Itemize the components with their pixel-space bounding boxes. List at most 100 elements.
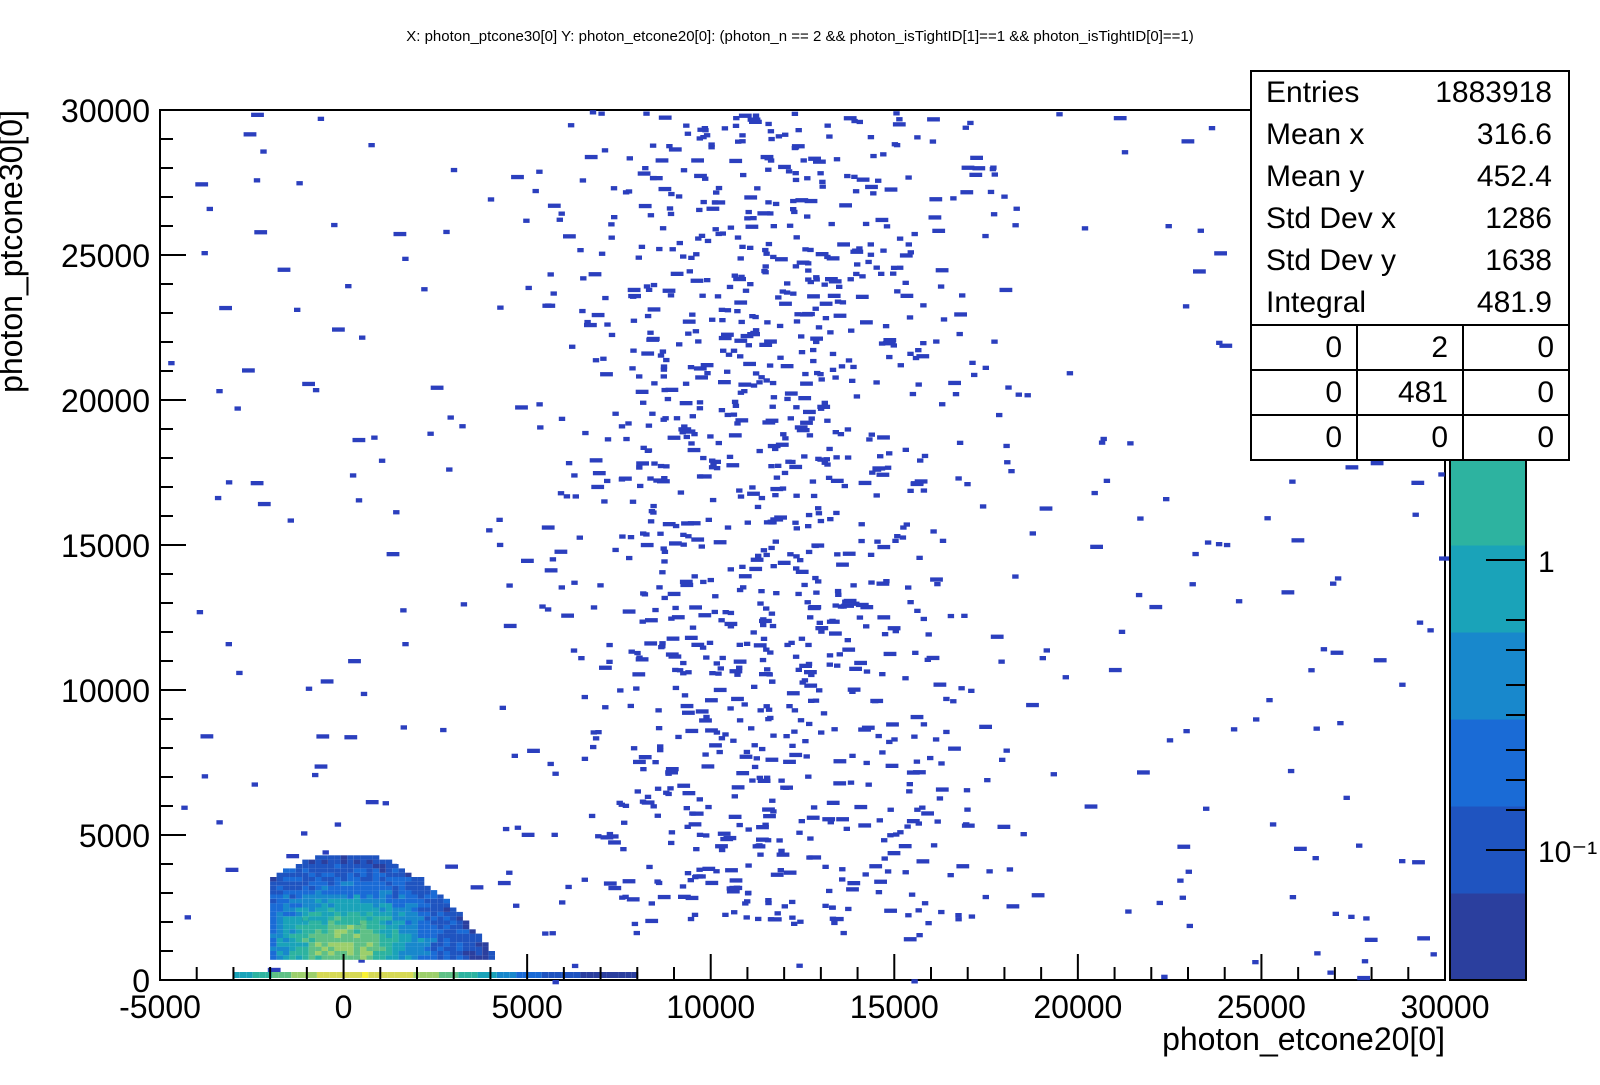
heatmap-cell — [824, 418, 831, 423]
heatmap-cell — [340, 929, 348, 934]
heatmap-cell — [660, 417, 667, 422]
heatmap-cell — [679, 579, 693, 584]
heatmap-cell — [696, 406, 704, 411]
heatmap-cell — [328, 911, 335, 917]
heatmap-cell — [956, 440, 964, 445]
heatmap-cell — [914, 479, 928, 484]
heatmap-cell — [1050, 772, 1057, 777]
heatmap-cell — [647, 307, 661, 312]
heatmap-cell — [437, 916, 444, 921]
heatmap-cell — [914, 807, 921, 812]
heatmap-cell — [667, 293, 675, 298]
heatmap-cell — [770, 517, 784, 522]
heatmap-cell — [684, 824, 691, 829]
heatmap-cell — [813, 277, 820, 282]
heatmap-cell — [641, 351, 655, 356]
heatmap-cell — [850, 364, 857, 370]
heatmap-cell — [801, 454, 808, 459]
heatmap-cell — [366, 942, 373, 947]
x-tick-label: 0 — [335, 989, 353, 1025]
heatmap-cell — [340, 903, 348, 908]
heatmap-cell — [201, 251, 208, 256]
heatmap-cell — [536, 402, 543, 407]
heatmap-cell — [398, 942, 405, 947]
heatmap-cell — [283, 872, 290, 877]
heatmap-cell — [930, 843, 938, 848]
heatmap-cell — [929, 197, 943, 202]
heatmap-cell — [804, 600, 811, 605]
stats-row: Std Dev y 1638 — [1252, 240, 1568, 282]
heatmap-cell — [511, 753, 518, 758]
heatmap-cell — [763, 775, 771, 780]
heatmap-cell — [991, 172, 998, 177]
heatmap-cell — [1412, 860, 1425, 865]
heatmap-cell — [667, 786, 674, 791]
heatmap-cell — [411, 933, 418, 938]
heatmap-cell — [379, 924, 386, 930]
heatmap-cell — [355, 498, 363, 503]
heatmap-cell — [1185, 869, 1192, 874]
heatmap-cell — [751, 684, 758, 689]
heatmap-cell — [321, 877, 328, 882]
heatmap-cell — [727, 225, 735, 230]
heatmap-cell — [743, 915, 750, 920]
heatmap-cell — [424, 890, 431, 895]
heatmap-cell — [276, 929, 283, 934]
heatmap-cell — [315, 951, 322, 956]
heatmap-cell — [659, 349, 667, 354]
heatmap-cell — [289, 894, 296, 899]
heatmap-cell — [411, 946, 418, 951]
heatmap-cell — [633, 686, 640, 691]
plot-area — [159, 109, 1446, 981]
heatmap-cell — [765, 900, 772, 906]
heatmap-cell — [745, 209, 752, 215]
heatmap-cell — [1289, 895, 1297, 900]
heatmap-cell — [815, 325, 823, 330]
heatmap-cell — [640, 445, 647, 450]
heatmap-cell — [392, 955, 399, 960]
heatmap-cell — [588, 813, 596, 819]
heatmap-cell — [398, 946, 405, 951]
heatmap-cell — [392, 903, 399, 908]
heatmap-cell — [731, 273, 738, 278]
heatmap-cell — [681, 424, 688, 429]
heatmap-cell — [289, 868, 296, 873]
heatmap-cell — [789, 743, 796, 748]
heatmap-cell — [551, 832, 558, 837]
heatmap-cell — [456, 946, 463, 951]
heatmap-cell — [712, 227, 719, 232]
heatmap-cell — [360, 898, 367, 904]
heatmap-cell — [532, 188, 539, 194]
heatmap-cell — [515, 405, 528, 410]
heatmap-cell — [815, 579, 822, 584]
heatmap-cell — [305, 686, 313, 691]
heatmap-cell — [398, 911, 405, 917]
heatmap-cell — [308, 946, 316, 951]
heatmap-cell — [561, 613, 574, 618]
heatmap-cell — [763, 814, 776, 819]
heatmap-cell — [635, 657, 649, 662]
heatmap-cell — [808, 855, 822, 860]
heatmap-cell — [340, 911, 348, 917]
heatmap-cell — [437, 946, 444, 951]
heatmap-cell — [878, 271, 885, 276]
heatmap-cell — [353, 859, 361, 864]
heatmap-cell — [506, 870, 513, 875]
heatmap-cell — [387, 972, 394, 978]
heatmap-cell — [943, 729, 950, 735]
heatmap-cell — [342, 972, 350, 978]
heatmap-cell — [796, 428, 810, 433]
heatmap-cell — [715, 671, 722, 676]
heatmap-cell — [612, 547, 619, 553]
heatmap-cell — [660, 364, 668, 369]
heatmap-cell — [443, 916, 450, 921]
heatmap-cell — [606, 642, 613, 648]
heatmap-cell — [458, 972, 465, 978]
heatmap-cell — [794, 425, 808, 430]
heatmap-cell — [1056, 112, 1063, 117]
heatmap-cell — [1416, 620, 1424, 625]
heatmap-cell — [361, 972, 369, 978]
heatmap-cell — [372, 890, 380, 895]
heatmap-cell — [1186, 923, 1193, 929]
heatmap-cell — [777, 355, 784, 360]
